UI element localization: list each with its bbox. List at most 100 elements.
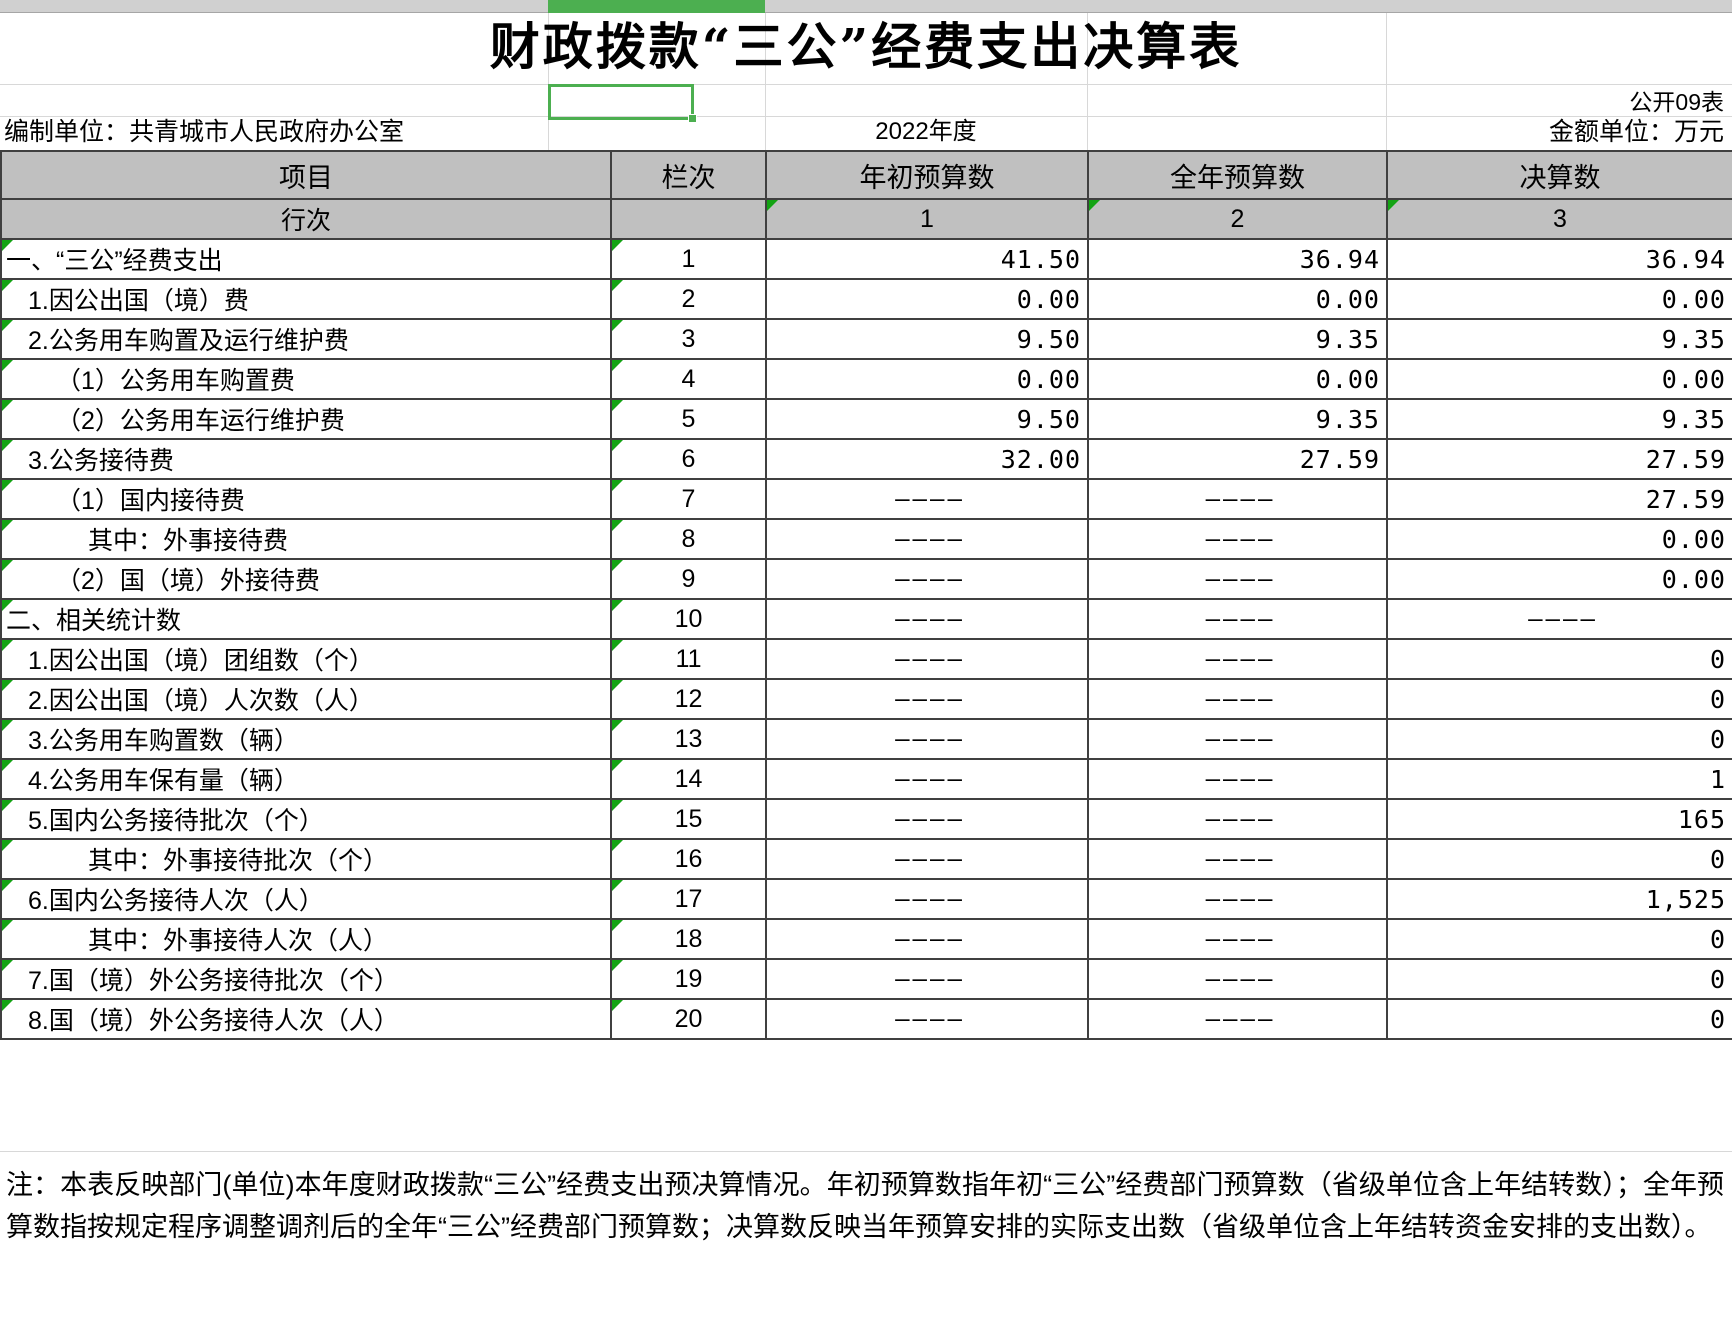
row-lane-cell[interactable]: 11 [610, 638, 767, 680]
row-lane-cell[interactable]: 19 [610, 958, 767, 1000]
value-cell-annual-budget[interactable]: ———— [1087, 598, 1388, 640]
value-cell-annual-budget[interactable]: ———— [1087, 958, 1388, 1000]
value-cell-final-account[interactable]: ———— [1386, 598, 1732, 640]
row-label-cell[interactable]: 其中：外事接待批次（个） [0, 838, 612, 880]
value-cell-initial-budget[interactable]: ———— [765, 518, 1089, 560]
value-cell-final-account[interactable]: 9.35 [1386, 318, 1732, 360]
value-cell-final-account[interactable]: 0 [1386, 958, 1732, 1000]
value-cell-final-account[interactable]: 0.00 [1386, 278, 1732, 320]
value-cell-annual-budget[interactable]: ———— [1087, 798, 1388, 840]
value-cell-final-account[interactable]: 0 [1386, 998, 1732, 1040]
value-cell-initial-budget[interactable]: 9.50 [765, 318, 1089, 360]
value-cell-initial-budget[interactable]: 41.50 [765, 238, 1089, 280]
row-label-cell[interactable]: （1）国内接待费 [0, 478, 612, 520]
value-cell-initial-budget[interactable]: ———— [765, 998, 1089, 1040]
row-label-cell[interactable]: 1.因公出国（境）费 [0, 278, 612, 320]
row-lane-cell[interactable]: 5 [610, 398, 767, 440]
row-label-cell[interactable]: 3.公务用车购置数（辆） [0, 718, 612, 760]
value-cell-final-account[interactable]: 27.59 [1386, 478, 1732, 520]
row-label-cell[interactable]: 4.公务用车保有量（辆） [0, 758, 612, 800]
row-label-cell[interactable]: 一、“三公”经费支出 [0, 238, 612, 280]
value-cell-final-account[interactable]: 27.59 [1386, 438, 1732, 480]
row-lane-cell[interactable]: 13 [610, 718, 767, 760]
value-cell-annual-budget[interactable]: 0.00 [1087, 278, 1388, 320]
row-lane-cell[interactable]: 8 [610, 518, 767, 560]
row-lane-cell[interactable]: 7 [610, 478, 767, 520]
fill-handle[interactable] [688, 114, 697, 123]
value-cell-initial-budget[interactable]: ———— [765, 958, 1089, 1000]
row-label-cell[interactable]: 2.因公出国（境）人次数（人） [0, 678, 612, 720]
row-label-cell[interactable]: 5.国内公务接待批次（个） [0, 798, 612, 840]
value-cell-initial-budget[interactable]: ———— [765, 878, 1089, 920]
row-lane-cell[interactable]: 16 [610, 838, 767, 880]
column-header-strip[interactable] [0, 0, 1732, 13]
value-cell-initial-budget[interactable]: 9.50 [765, 398, 1089, 440]
value-cell-initial-budget[interactable]: ———— [765, 758, 1089, 800]
value-cell-final-account[interactable]: 0 [1386, 678, 1732, 720]
row-label-cell[interactable]: 7.国（境）外公务接待批次（个） [0, 958, 612, 1000]
value-cell-initial-budget[interactable]: ———— [765, 918, 1089, 960]
row-label-cell[interactable]: 其中：外事接待费 [0, 518, 612, 560]
row-lane-cell[interactable]: 2 [610, 278, 767, 320]
value-cell-initial-budget[interactable]: ———— [765, 558, 1089, 600]
value-cell-final-account[interactable]: 1 [1386, 758, 1732, 800]
value-cell-annual-budget[interactable]: 27.59 [1087, 438, 1388, 480]
value-cell-annual-budget[interactable]: 9.35 [1087, 398, 1388, 440]
value-cell-final-account[interactable]: 0 [1386, 718, 1732, 760]
row-label-cell[interactable]: 其中：外事接待人次（人） [0, 918, 612, 960]
value-cell-annual-budget[interactable]: 0.00 [1087, 358, 1388, 400]
value-cell-initial-budget[interactable]: 0.00 [765, 358, 1089, 400]
row-label-cell[interactable]: （1）公务用车购置费 [0, 358, 612, 400]
value-cell-initial-budget[interactable]: 0.00 [765, 278, 1089, 320]
row-label-cell[interactable]: 3.公务接待费 [0, 438, 612, 480]
value-cell-final-account[interactable]: 165 [1386, 798, 1732, 840]
value-cell-annual-budget[interactable]: ———— [1087, 838, 1388, 880]
value-cell-initial-budget[interactable]: ———— [765, 838, 1089, 880]
value-cell-initial-budget[interactable]: ———— [765, 638, 1089, 680]
value-cell-annual-budget[interactable]: ———— [1087, 638, 1388, 680]
row-lane-cell[interactable]: 4 [610, 358, 767, 400]
value-cell-annual-budget[interactable]: 36.94 [1087, 238, 1388, 280]
value-cell-annual-budget[interactable]: ———— [1087, 878, 1388, 920]
row-label-cell[interactable]: （2）公务用车运行维护费 [0, 398, 612, 440]
value-cell-annual-budget[interactable]: ———— [1087, 518, 1388, 560]
active-cell-cursor[interactable] [548, 84, 694, 120]
value-cell-initial-budget[interactable]: 32.00 [765, 438, 1089, 480]
value-cell-final-account[interactable]: 0 [1386, 838, 1732, 880]
row-label-cell[interactable]: （2）国（境）外接待费 [0, 558, 612, 600]
value-cell-final-account[interactable]: 0 [1386, 638, 1732, 680]
row-lane-cell[interactable]: 14 [610, 758, 767, 800]
row-lane-cell[interactable]: 1 [610, 238, 767, 280]
value-cell-annual-budget[interactable]: ———— [1087, 478, 1388, 520]
value-cell-final-account[interactable]: 0.00 [1386, 558, 1732, 600]
value-cell-final-account[interactable]: 1,525 [1386, 878, 1732, 920]
value-cell-final-account[interactable]: 36.94 [1386, 238, 1732, 280]
value-cell-annual-budget[interactable]: ———— [1087, 718, 1388, 760]
row-label-cell[interactable]: 2.公务用车购置及运行维护费 [0, 318, 612, 360]
row-lane-cell[interactable]: 12 [610, 678, 767, 720]
row-lane-cell[interactable]: 20 [610, 998, 767, 1040]
row-lane-cell[interactable]: 10 [610, 598, 767, 640]
row-lane-cell[interactable]: 17 [610, 878, 767, 920]
value-cell-annual-budget[interactable]: ———— [1087, 918, 1388, 960]
value-cell-final-account[interactable]: 9.35 [1386, 398, 1732, 440]
value-cell-initial-budget[interactable]: ———— [765, 718, 1089, 760]
row-lane-cell[interactable]: 6 [610, 438, 767, 480]
value-cell-annual-budget[interactable]: ———— [1087, 678, 1388, 720]
value-cell-annual-budget[interactable]: ———— [1087, 758, 1388, 800]
value-cell-initial-budget[interactable]: ———— [765, 678, 1089, 720]
value-cell-annual-budget[interactable]: ———— [1087, 558, 1388, 600]
value-cell-annual-budget[interactable]: ———— [1087, 998, 1388, 1040]
row-lane-cell[interactable]: 9 [610, 558, 767, 600]
row-label-cell[interactable]: 8.国（境）外公务接待人次（人） [0, 998, 612, 1040]
row-label-cell[interactable]: 1.因公出国（境）团组数（个） [0, 638, 612, 680]
value-cell-final-account[interactable]: 0 [1386, 918, 1732, 960]
value-cell-annual-budget[interactable]: 9.35 [1087, 318, 1388, 360]
row-label-cell[interactable]: 二、相关统计数 [0, 598, 612, 640]
value-cell-initial-budget[interactable]: ———— [765, 598, 1089, 640]
value-cell-initial-budget[interactable]: ———— [765, 478, 1089, 520]
row-lane-cell[interactable]: 18 [610, 918, 767, 960]
value-cell-final-account[interactable]: 0.00 [1386, 518, 1732, 560]
row-lane-cell[interactable]: 15 [610, 798, 767, 840]
row-label-cell[interactable]: 6.国内公务接待人次（人） [0, 878, 612, 920]
